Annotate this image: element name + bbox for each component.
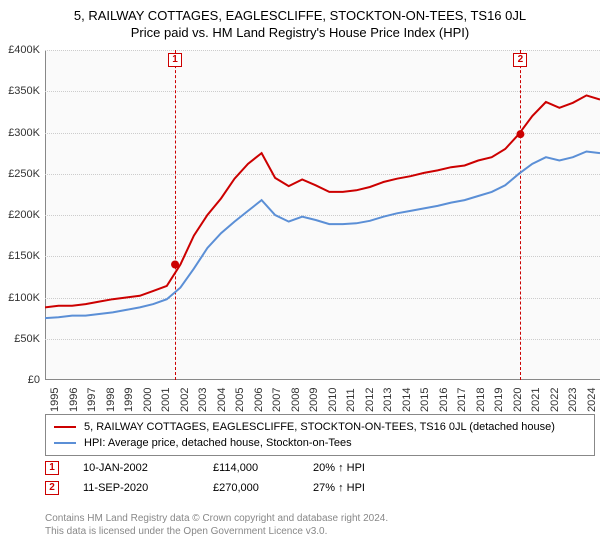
y-axis-label: £400K — [0, 44, 40, 56]
footer-attribution: Contains HM Land Registry data © Crown c… — [45, 512, 388, 538]
x-axis-label: 2021 — [530, 388, 542, 412]
legend: 5, RAILWAY COTTAGES, EAGLESCLIFFE, STOCK… — [45, 414, 595, 456]
marker-dot-2 — [516, 130, 524, 138]
legend-swatch-hpi — [54, 442, 76, 444]
marker-price-2: £270,000 — [213, 482, 313, 494]
x-axis-label: 2022 — [549, 388, 561, 412]
footer-line1: Contains HM Land Registry data © Crown c… — [45, 512, 388, 525]
marker-badge-plot-2: 2 — [513, 53, 527, 67]
x-axis-label: 1999 — [123, 388, 135, 412]
legend-label-hpi: HPI: Average price, detached house, Stoc… — [84, 437, 352, 449]
legend-item-property: 5, RAILWAY COTTAGES, EAGLESCLIFFE, STOCK… — [54, 419, 586, 435]
marker-badge-plot-1: 1 — [168, 53, 182, 67]
x-axis-label: 2020 — [512, 388, 524, 412]
x-axis-label: 2023 — [567, 388, 579, 412]
price-chart: 5, RAILWAY COTTAGES, EAGLESCLIFFE, STOCK… — [0, 0, 600, 560]
x-axis-label: 2014 — [401, 388, 413, 412]
x-axis-label: 2001 — [160, 388, 172, 412]
series-line-hpi — [45, 152, 600, 319]
marker-pct-2: 27% ↑ HPI — [313, 482, 413, 494]
plot-area: 12 — [45, 50, 600, 380]
x-axis-label: 2015 — [419, 388, 431, 412]
x-axis-label: 2004 — [216, 388, 228, 412]
y-axis-label: £0 — [0, 374, 40, 386]
x-axis-label: 2005 — [234, 388, 246, 412]
marker-date-2: 11-SEP-2020 — [83, 482, 213, 494]
x-axis-label: 2012 — [364, 388, 376, 412]
marker-data-table: 1 10-JAN-2002 £114,000 20% ↑ HPI 2 11-SE… — [45, 458, 413, 498]
x-axis-label: 2011 — [345, 388, 357, 412]
x-axis-label: 1997 — [86, 388, 98, 412]
title-subtitle: Price paid vs. HM Land Registry's House … — [0, 23, 600, 44]
marker-pct-1: 20% ↑ HPI — [313, 462, 413, 474]
x-axis-label: 2006 — [253, 388, 265, 412]
y-axis-label: £200K — [0, 209, 40, 221]
x-axis-label: 2009 — [308, 388, 320, 412]
marker-dot-1 — [171, 261, 179, 269]
marker-row-2: 2 11-SEP-2020 £270,000 27% ↑ HPI — [45, 478, 413, 498]
x-axis-label: 2017 — [456, 388, 468, 412]
y-axis-label: £100K — [0, 292, 40, 304]
x-axis-label: 2002 — [179, 388, 191, 412]
y-axis-label: £50K — [0, 333, 40, 345]
title-address: 5, RAILWAY COTTAGES, EAGLESCLIFFE, STOCK… — [0, 0, 600, 23]
x-axis-label: 2007 — [271, 388, 283, 412]
y-axis-label: £300K — [0, 127, 40, 139]
x-axis-label: 2016 — [438, 388, 450, 412]
marker-badge-1: 1 — [45, 461, 59, 475]
marker-date-1: 10-JAN-2002 — [83, 462, 213, 474]
y-axis-label: £150K — [0, 250, 40, 262]
x-axis-label: 2000 — [142, 388, 154, 412]
x-axis-label: 2024 — [586, 388, 598, 412]
legend-swatch-property — [54, 426, 76, 428]
x-axis-label: 2008 — [290, 388, 302, 412]
x-axis-label: 2019 — [493, 388, 505, 412]
x-axis-label: 1995 — [49, 388, 61, 412]
marker-row-1: 1 10-JAN-2002 £114,000 20% ↑ HPI — [45, 458, 413, 478]
legend-label-property: 5, RAILWAY COTTAGES, EAGLESCLIFFE, STOCK… — [84, 421, 555, 433]
footer-line2: This data is licensed under the Open Gov… — [45, 525, 388, 538]
x-axis-label: 1996 — [68, 388, 80, 412]
legend-item-hpi: HPI: Average price, detached house, Stoc… — [54, 435, 586, 451]
marker-price-1: £114,000 — [213, 462, 313, 474]
x-axis-label: 2018 — [475, 388, 487, 412]
line-series-svg — [45, 50, 600, 380]
marker-badge-2: 2 — [45, 481, 59, 495]
y-axis-label: £350K — [0, 85, 40, 97]
x-axis-label: 1998 — [105, 388, 117, 412]
series-line-property — [45, 95, 600, 307]
x-axis-label: 2003 — [197, 388, 209, 412]
x-axis-label: 2013 — [382, 388, 394, 412]
y-axis-label: £250K — [0, 168, 40, 180]
x-axis-label: 2010 — [327, 388, 339, 412]
